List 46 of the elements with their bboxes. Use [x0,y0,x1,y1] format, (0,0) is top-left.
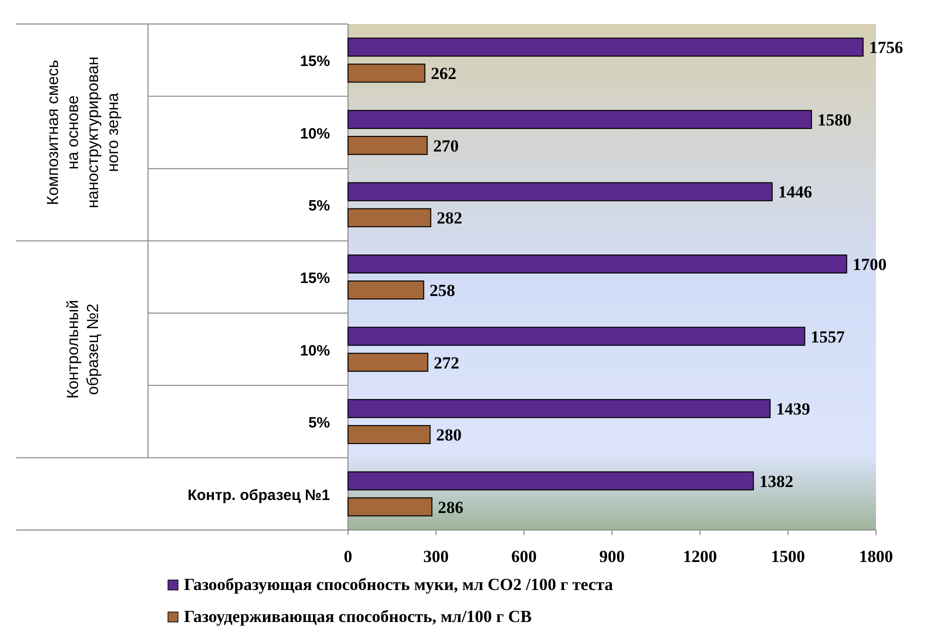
legend-label: Газоудерживающая способность, мл/100 г СВ [184,607,532,626]
bar [348,110,812,129]
bar [348,254,848,274]
data-label: 1580 [817,110,852,130]
bar [348,64,426,83]
y-tick-label: 10% [300,125,330,142]
bar [348,280,424,300]
data-label: 272 [434,353,460,372]
data-label: 1439 [776,400,810,419]
data-label: 282 [436,208,462,228]
data-label: 1382 [759,472,794,491]
y-tick-label: 5% [308,414,330,432]
data-label: 280 [436,426,462,445]
x-tick-label: 900 [599,547,625,566]
x-tick-label: 600 [511,547,537,566]
bar [348,471,754,490]
data-label: 1557 [810,327,846,346]
data-label: 286 [438,498,464,517]
text: Контрольный образец №2 [65,300,102,399]
x-tick-label: 1200 [683,547,717,566]
data-label: 1700 [852,255,887,274]
data-label: 258 [430,281,456,300]
bar [348,208,432,228]
x-tick-label: 300 [423,547,449,566]
text: Композитная смесь на основе наноструктурированного зерна [45,56,122,208]
y-tick-label: 5% [308,198,330,215]
bar [348,352,428,372]
data-label: 270 [433,136,459,156]
y-tick-label: 15% [300,270,330,287]
legend-label: Газообразующая способность муки, мл CO2 /100 г теста [184,575,614,594]
bar [348,399,771,418]
x-tick-label: 1800 [859,547,893,566]
data-label: 1756 [869,38,904,58]
y-tick-label: Контр. образец №1 [188,486,330,504]
bar [348,326,806,346]
y-tick-label: 15% [300,53,330,70]
x-tick-label: 0 [344,547,352,566]
bar [348,425,431,444]
bar [348,182,773,202]
bar [348,136,428,155]
data-label: 262 [430,64,456,84]
data-label: 1446 [778,182,812,202]
y-tick-label: 10% [300,342,330,360]
x-tick-label: 1500 [771,547,805,566]
bar [348,38,864,57]
bar [348,497,432,516]
